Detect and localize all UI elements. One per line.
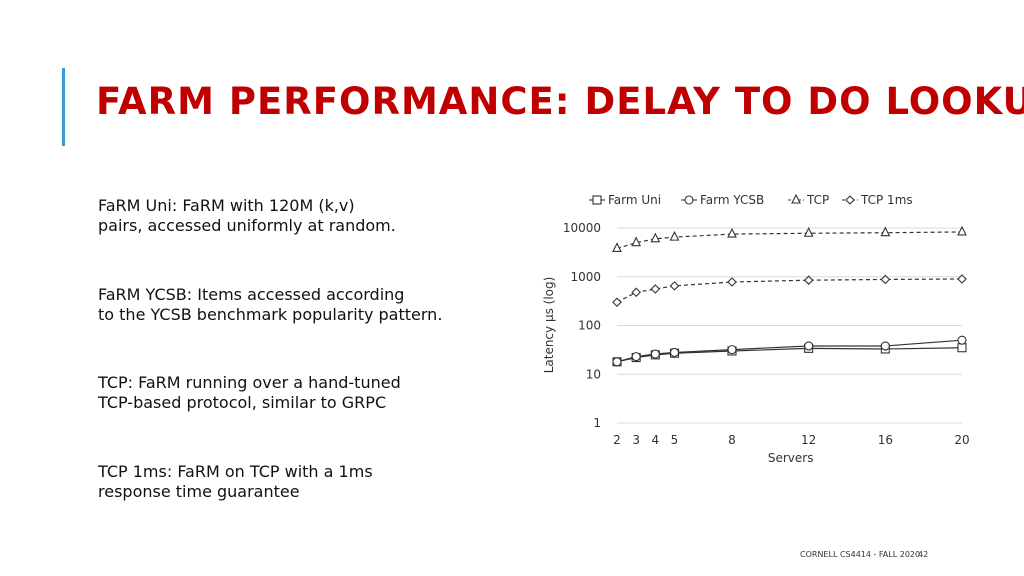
slide-title: FARM PERFORMANCE: DELAY TO DO LOOKUP [96, 80, 1024, 123]
data-point [612, 242, 622, 253]
data-point [650, 232, 661, 243]
y-tick-label: 1000 [570, 270, 601, 284]
data-point [650, 349, 660, 359]
data-point [957, 225, 967, 236]
description-line: TCP-based protocol, similar to GRPC [98, 393, 387, 412]
data-point [957, 274, 967, 284]
legend-label: Farm Uni [608, 193, 661, 207]
data-point [880, 341, 890, 351]
data-point [612, 297, 622, 308]
data-point [957, 335, 967, 345]
series-line [616, 231, 963, 250]
data-point [631, 287, 641, 298]
description-farm-ycsb: FaRM YCSB: Items accessed according to t… [98, 285, 518, 325]
description-line: FaRM YCSB: Items accessed according [98, 285, 405, 304]
data-point [631, 236, 642, 247]
x-tick-label: 4 [652, 433, 660, 447]
x-tick-label: 5 [671, 433, 679, 447]
description-tcp: TCP: FaRM running over a hand-tuned TCP-… [98, 373, 518, 413]
legend-marker [845, 195, 855, 205]
x-axis-title: Servers [768, 451, 814, 465]
data-point [612, 357, 622, 367]
accent-bar [62, 68, 65, 146]
description-tcp-1ms: TCP 1ms: FaRM on TCP with a 1ms response… [98, 462, 518, 502]
data-point [803, 227, 814, 237]
data-point [727, 345, 737, 355]
data-point [880, 226, 891, 237]
x-tick-label: 20 [954, 433, 969, 447]
y-tick-label: 10000 [563, 221, 601, 235]
data-point [631, 352, 641, 362]
legend-marker [791, 193, 801, 204]
footer-course: CORNELL CS4414 - FALL 2020. [800, 550, 923, 559]
legend-label: TCP 1ms [860, 193, 913, 207]
data-point [880, 274, 891, 285]
x-tick-label: 3 [632, 433, 640, 447]
data-point [727, 277, 737, 287]
page-number: 42 [918, 550, 929, 559]
series-line [616, 339, 963, 363]
legend-marker [592, 195, 602, 205]
y-tick-label: 100 [578, 319, 601, 333]
x-tick-label: 8 [728, 433, 736, 447]
description-line: TCP 1ms: FaRM on TCP with a 1ms [98, 462, 373, 481]
data-point [650, 284, 661, 294]
data-point [804, 341, 814, 351]
series-line [616, 347, 963, 363]
data-point [669, 347, 680, 358]
data-point [669, 281, 680, 291]
description-farm-uni: FaRM Uni: FaRM with 120M (k,v) pairs, ac… [98, 196, 518, 236]
y-tick-label: 10 [586, 367, 601, 381]
y-tick-label: 1 [593, 416, 601, 430]
legend-label: TCP [806, 193, 829, 207]
description-line: to the YCSB benchmark popularity pattern… [98, 305, 443, 324]
data-point [727, 227, 737, 238]
description-line: TCP: FaRM running over a hand-tuned [98, 373, 401, 392]
data-point [803, 275, 814, 285]
description-line: response time guarantee [98, 482, 300, 501]
description-line: pairs, accessed uniformly at random. [98, 216, 396, 235]
data-point [957, 343, 967, 353]
series-line [616, 278, 963, 303]
description-line: FaRM Uni: FaRM with 120M (k,v) [98, 196, 355, 215]
legend-label: Farm YCSB [700, 193, 764, 207]
x-tick-label: 12 [801, 433, 816, 447]
x-tick-label: 16 [878, 433, 893, 447]
y-axis-title: Latency µs (log) [542, 277, 556, 374]
data-point [669, 230, 680, 241]
legend-marker [684, 195, 694, 205]
latency-chart: 1 10 100 1000 10000 2 3 4 5 8 12 16 20 Servers Latency… [542, 193, 970, 465]
x-tick-label: 2 [613, 433, 621, 447]
